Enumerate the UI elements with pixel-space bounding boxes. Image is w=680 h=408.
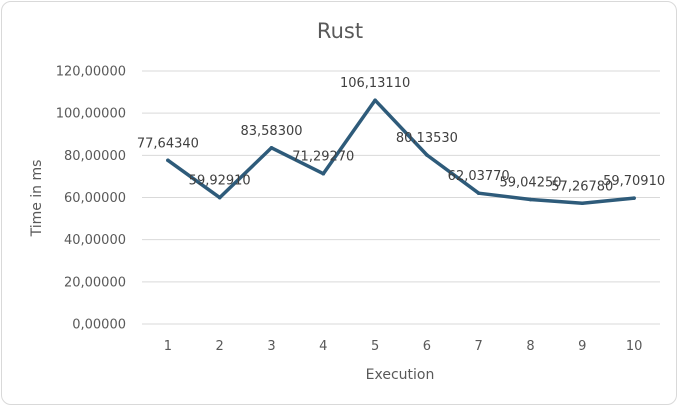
y-tick-label: 20,00000 xyxy=(64,275,126,290)
data-point xyxy=(166,158,170,163)
y-tick-label: 0,00000 xyxy=(72,318,126,333)
y-tick-label: 60,00000 xyxy=(64,191,126,206)
data-label: 59,92910 xyxy=(189,174,251,189)
data-label: 57,26780 xyxy=(551,179,613,194)
y-tick-label: 40,00000 xyxy=(64,233,126,248)
x-tick-label: 3 xyxy=(267,339,275,354)
x-tick-label: 10 xyxy=(626,339,643,354)
y-tick-label: 80,00000 xyxy=(64,149,126,164)
data-label: 83,58300 xyxy=(240,124,302,139)
x-tick-label: 4 xyxy=(319,339,327,354)
x-tick-label: 9 xyxy=(578,339,586,354)
data-point xyxy=(632,196,636,200)
data-point xyxy=(476,191,481,196)
y-axis-ticks: 0,00000 20,00000 40,00000 60,00000 80,00000 1… xyxy=(56,65,126,333)
y-tick-label: 100,00000 xyxy=(56,107,126,122)
data-point xyxy=(373,98,377,103)
data-labels: 77,64340 59,92910 83,58300 71,29270 106,1311… xyxy=(137,76,665,194)
data-point xyxy=(269,145,274,150)
data-label: 59,04250 xyxy=(499,176,561,191)
data-label: 106,13110 xyxy=(340,76,410,91)
data-label: 71,29270 xyxy=(292,150,354,165)
data-label: 62,03770 xyxy=(448,169,510,184)
x-tick-label: 7 xyxy=(475,339,483,354)
x-tick-label: 5 xyxy=(371,339,379,354)
gridlines xyxy=(142,70,660,325)
data-point xyxy=(425,153,429,157)
data-point xyxy=(528,197,533,202)
series-line-group xyxy=(166,98,636,206)
series-line xyxy=(166,98,636,206)
data-label: 80,13530 xyxy=(396,131,458,146)
data-label: 77,64340 xyxy=(137,136,199,151)
x-axis-title: Execution xyxy=(366,367,435,383)
y-tick-label: 120,00000 xyxy=(56,65,126,80)
x-tick-label: 8 xyxy=(526,339,534,354)
x-tick-label: 2 xyxy=(216,339,224,354)
x-axis-ticks: 1 2 3 4 5 6 7 8 9 10 xyxy=(164,339,643,354)
x-tick-label: 6 xyxy=(423,339,431,354)
data-point xyxy=(217,195,222,200)
chart-title: Rust xyxy=(317,19,363,43)
y-axis-title: Time in ms xyxy=(29,160,45,238)
data-point xyxy=(580,201,585,206)
data-label: 59,70910 xyxy=(603,174,665,189)
x-tick-label: 1 xyxy=(164,339,172,354)
data-point xyxy=(321,171,326,176)
